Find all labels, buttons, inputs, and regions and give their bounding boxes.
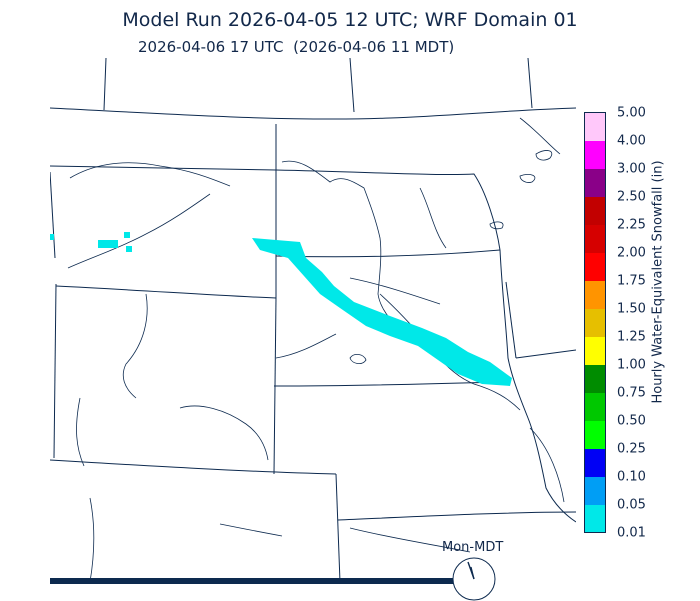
- river-line: [219, 523, 283, 537]
- colorbar: [584, 112, 606, 533]
- river-line: [349, 527, 471, 553]
- colorbar-tick-label: 1.00: [617, 357, 646, 373]
- colorbar-tick-label: 0.50: [617, 413, 646, 429]
- snowfall-patch: [124, 232, 130, 238]
- river-line: [179, 405, 269, 461]
- colorbar-segment: [584, 337, 606, 365]
- colorbar-tick-label: 1.75: [617, 273, 646, 289]
- colorbar-segment: [584, 141, 606, 169]
- river-line: [281, 160, 403, 333]
- river-line: [419, 187, 447, 249]
- river-line: [275, 333, 337, 359]
- colorbar-segment: [584, 449, 606, 477]
- border-line: [275, 169, 501, 251]
- border-line: [50, 171, 56, 259]
- border-line: [499, 249, 576, 523]
- river-line: [89, 497, 95, 582]
- colorbar-segment: [584, 393, 606, 421]
- colorbar-tick-label: 2.00: [617, 245, 646, 261]
- colorbar-segment: [584, 253, 606, 281]
- river-line: [519, 117, 561, 155]
- border-line: [515, 349, 576, 359]
- colorbar-segment: [584, 477, 606, 505]
- snowfall-cells: [50, 232, 512, 386]
- time-progress-bar: [50, 578, 456, 584]
- colorbar-segment: [584, 309, 606, 337]
- colorbar-tick-label: 0.01: [617, 525, 646, 541]
- snowfall-patch: [98, 240, 118, 248]
- border-line: [335, 473, 341, 582]
- canada-border: [50, 107, 576, 120]
- border-line: [273, 381, 499, 387]
- timezone-label: Mon-MDT: [442, 540, 504, 555]
- colorbar-segment: [584, 365, 606, 393]
- colorbar-tick-label: 0.25: [617, 441, 646, 457]
- valid-time-subtitle: 2026-04-06 17 UTC (2026-04-06 11 MDT): [138, 38, 455, 56]
- snowfall-band: [252, 238, 512, 386]
- colorbar-segment: [584, 197, 606, 225]
- river-line: [529, 427, 565, 503]
- colorbar-segment: [584, 505, 606, 533]
- border-line: [55, 285, 277, 299]
- river-line: [122, 293, 148, 399]
- snowfall-map: [50, 58, 576, 582]
- map-title: Model Run 2026-04-05 12 UTC; WRF Domain …: [122, 9, 578, 31]
- border-line: [505, 281, 517, 359]
- colorbar-tick-label: 2.25: [617, 217, 646, 233]
- border-line: [50, 165, 277, 171]
- colorbar-tick-label: 0.05: [617, 497, 646, 513]
- colorbar-tick-label: 0.10: [617, 469, 646, 485]
- river-line: [67, 193, 211, 269]
- colorbar-segment: [584, 225, 606, 253]
- colorbar-tick-label: 5.00: [617, 105, 646, 121]
- colorbar-segment: [584, 421, 606, 449]
- border-line: [103, 58, 107, 111]
- colorbar-tick-label: 0.75: [617, 385, 646, 401]
- border-line: [337, 511, 576, 521]
- clock-icon: [452, 557, 496, 601]
- lake-outline: [489, 221, 504, 230]
- colorbar-tick-label: 2.50: [617, 189, 646, 205]
- lake-outline: [349, 354, 367, 364]
- border-line: [349, 58, 355, 113]
- border-line: [527, 58, 533, 109]
- colorbar-tick-label: 4.00: [617, 133, 646, 149]
- colorbar-axis-label: Hourly Water-Equivalent Snowfall (in): [650, 160, 666, 404]
- border-line: [50, 459, 337, 475]
- colorbar-segment: [584, 113, 606, 141]
- river-line: [76, 397, 85, 467]
- snowfall-patch: [126, 246, 132, 252]
- snowfall-patch: [50, 234, 54, 240]
- river-line: [349, 277, 441, 305]
- lake-outline: [535, 150, 553, 161]
- colorbar-segment: [584, 169, 606, 197]
- border-line: [53, 283, 57, 459]
- colorbar-tick-label: 3.00: [617, 161, 646, 177]
- colorbar-segment: [584, 281, 606, 309]
- river-line: [69, 162, 231, 187]
- border-line: [275, 249, 501, 258]
- colorbar-tick-label: 1.25: [617, 329, 646, 345]
- colorbar-tick-label: 1.50: [617, 301, 646, 317]
- lake-outline: [519, 174, 536, 183]
